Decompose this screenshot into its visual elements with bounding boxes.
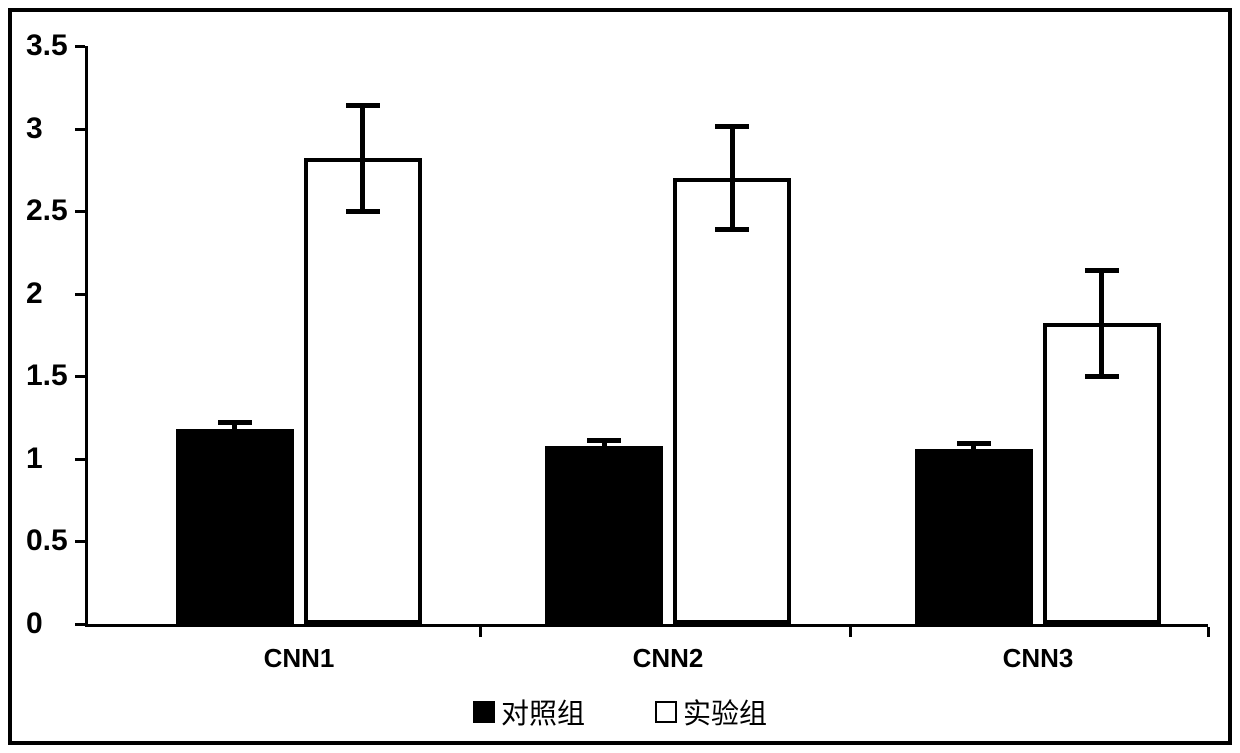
err-stem-cnn1-experiment [360, 105, 365, 211]
legend-item-control: 对照组 [473, 692, 585, 732]
x-cat-label-cnn2: CNN2 [548, 645, 788, 671]
x-tick-mark-2 [849, 627, 852, 637]
x-tick-mark-1 [479, 627, 482, 637]
y-tick-mark-05 [75, 540, 85, 543]
y-tick-label-3: 3 [26, 114, 43, 144]
err-cap-bot-cnn2-experiment [715, 227, 749, 232]
err-cap-bot-cnn2-control [587, 448, 621, 453]
bar-cnn3-control [915, 449, 1033, 624]
legend-label-control: 对照组 [501, 692, 585, 732]
x-cat-label-cnn1: CNN1 [179, 645, 419, 671]
y-tick-label-15: 1.5 [26, 361, 68, 391]
err-cap-top-cnn3-control [957, 441, 991, 446]
err-cap-bot-cnn1-control [218, 433, 252, 438]
y-tick-mark-35 [75, 45, 85, 48]
y-tick-label-05: 0.5 [26, 526, 68, 556]
err-stem-cnn2-experiment [730, 127, 735, 229]
err-cap-top-cnn1-experiment [346, 103, 380, 108]
y-tick-mark-1 [75, 458, 85, 461]
err-cap-top-cnn3-experiment [1085, 268, 1119, 273]
legend-swatch-experiment [655, 701, 677, 723]
bar-cnn2-control [545, 446, 663, 624]
y-tick-mark-2 [75, 293, 85, 296]
x-tick-mark-3 [1207, 627, 1210, 637]
bar-cnn1-experiment [304, 158, 422, 624]
bar-cnn2-experiment [673, 178, 791, 624]
err-stem-cnn3-experiment [1099, 271, 1104, 377]
err-cap-bot-cnn3-experiment [1085, 374, 1119, 379]
x-axis-line [85, 624, 1208, 627]
err-cap-top-cnn2-experiment [715, 124, 749, 129]
legend-label-experiment: 实验组 [683, 692, 767, 732]
y-tick-label-2: 2 [26, 279, 43, 309]
bar-cnn1-control [176, 429, 294, 624]
y-axis-line [85, 46, 88, 627]
y-tick-mark-0 [75, 623, 85, 626]
y-tick-label-0: 0 [26, 609, 43, 639]
err-cap-bot-cnn1-experiment [346, 209, 380, 214]
legend-item-experiment: 实验组 [655, 692, 767, 732]
err-cap-top-cnn2-control [587, 438, 621, 443]
y-tick-label-25: 2.5 [26, 196, 68, 226]
y-tick-mark-3 [75, 128, 85, 131]
err-cap-top-cnn1-control [218, 420, 252, 425]
y-tick-label-1: 1 [26, 444, 43, 474]
y-tick-mark-15 [75, 375, 85, 378]
err-cap-bot-cnn3-control [957, 451, 991, 456]
y-tick-mark-25 [75, 210, 85, 213]
legend-swatch-control [473, 701, 495, 723]
legend: 对照组 实验组 [360, 694, 880, 730]
x-cat-label-cnn3: CNN3 [918, 645, 1158, 671]
y-tick-label-35: 3.5 [26, 31, 68, 61]
